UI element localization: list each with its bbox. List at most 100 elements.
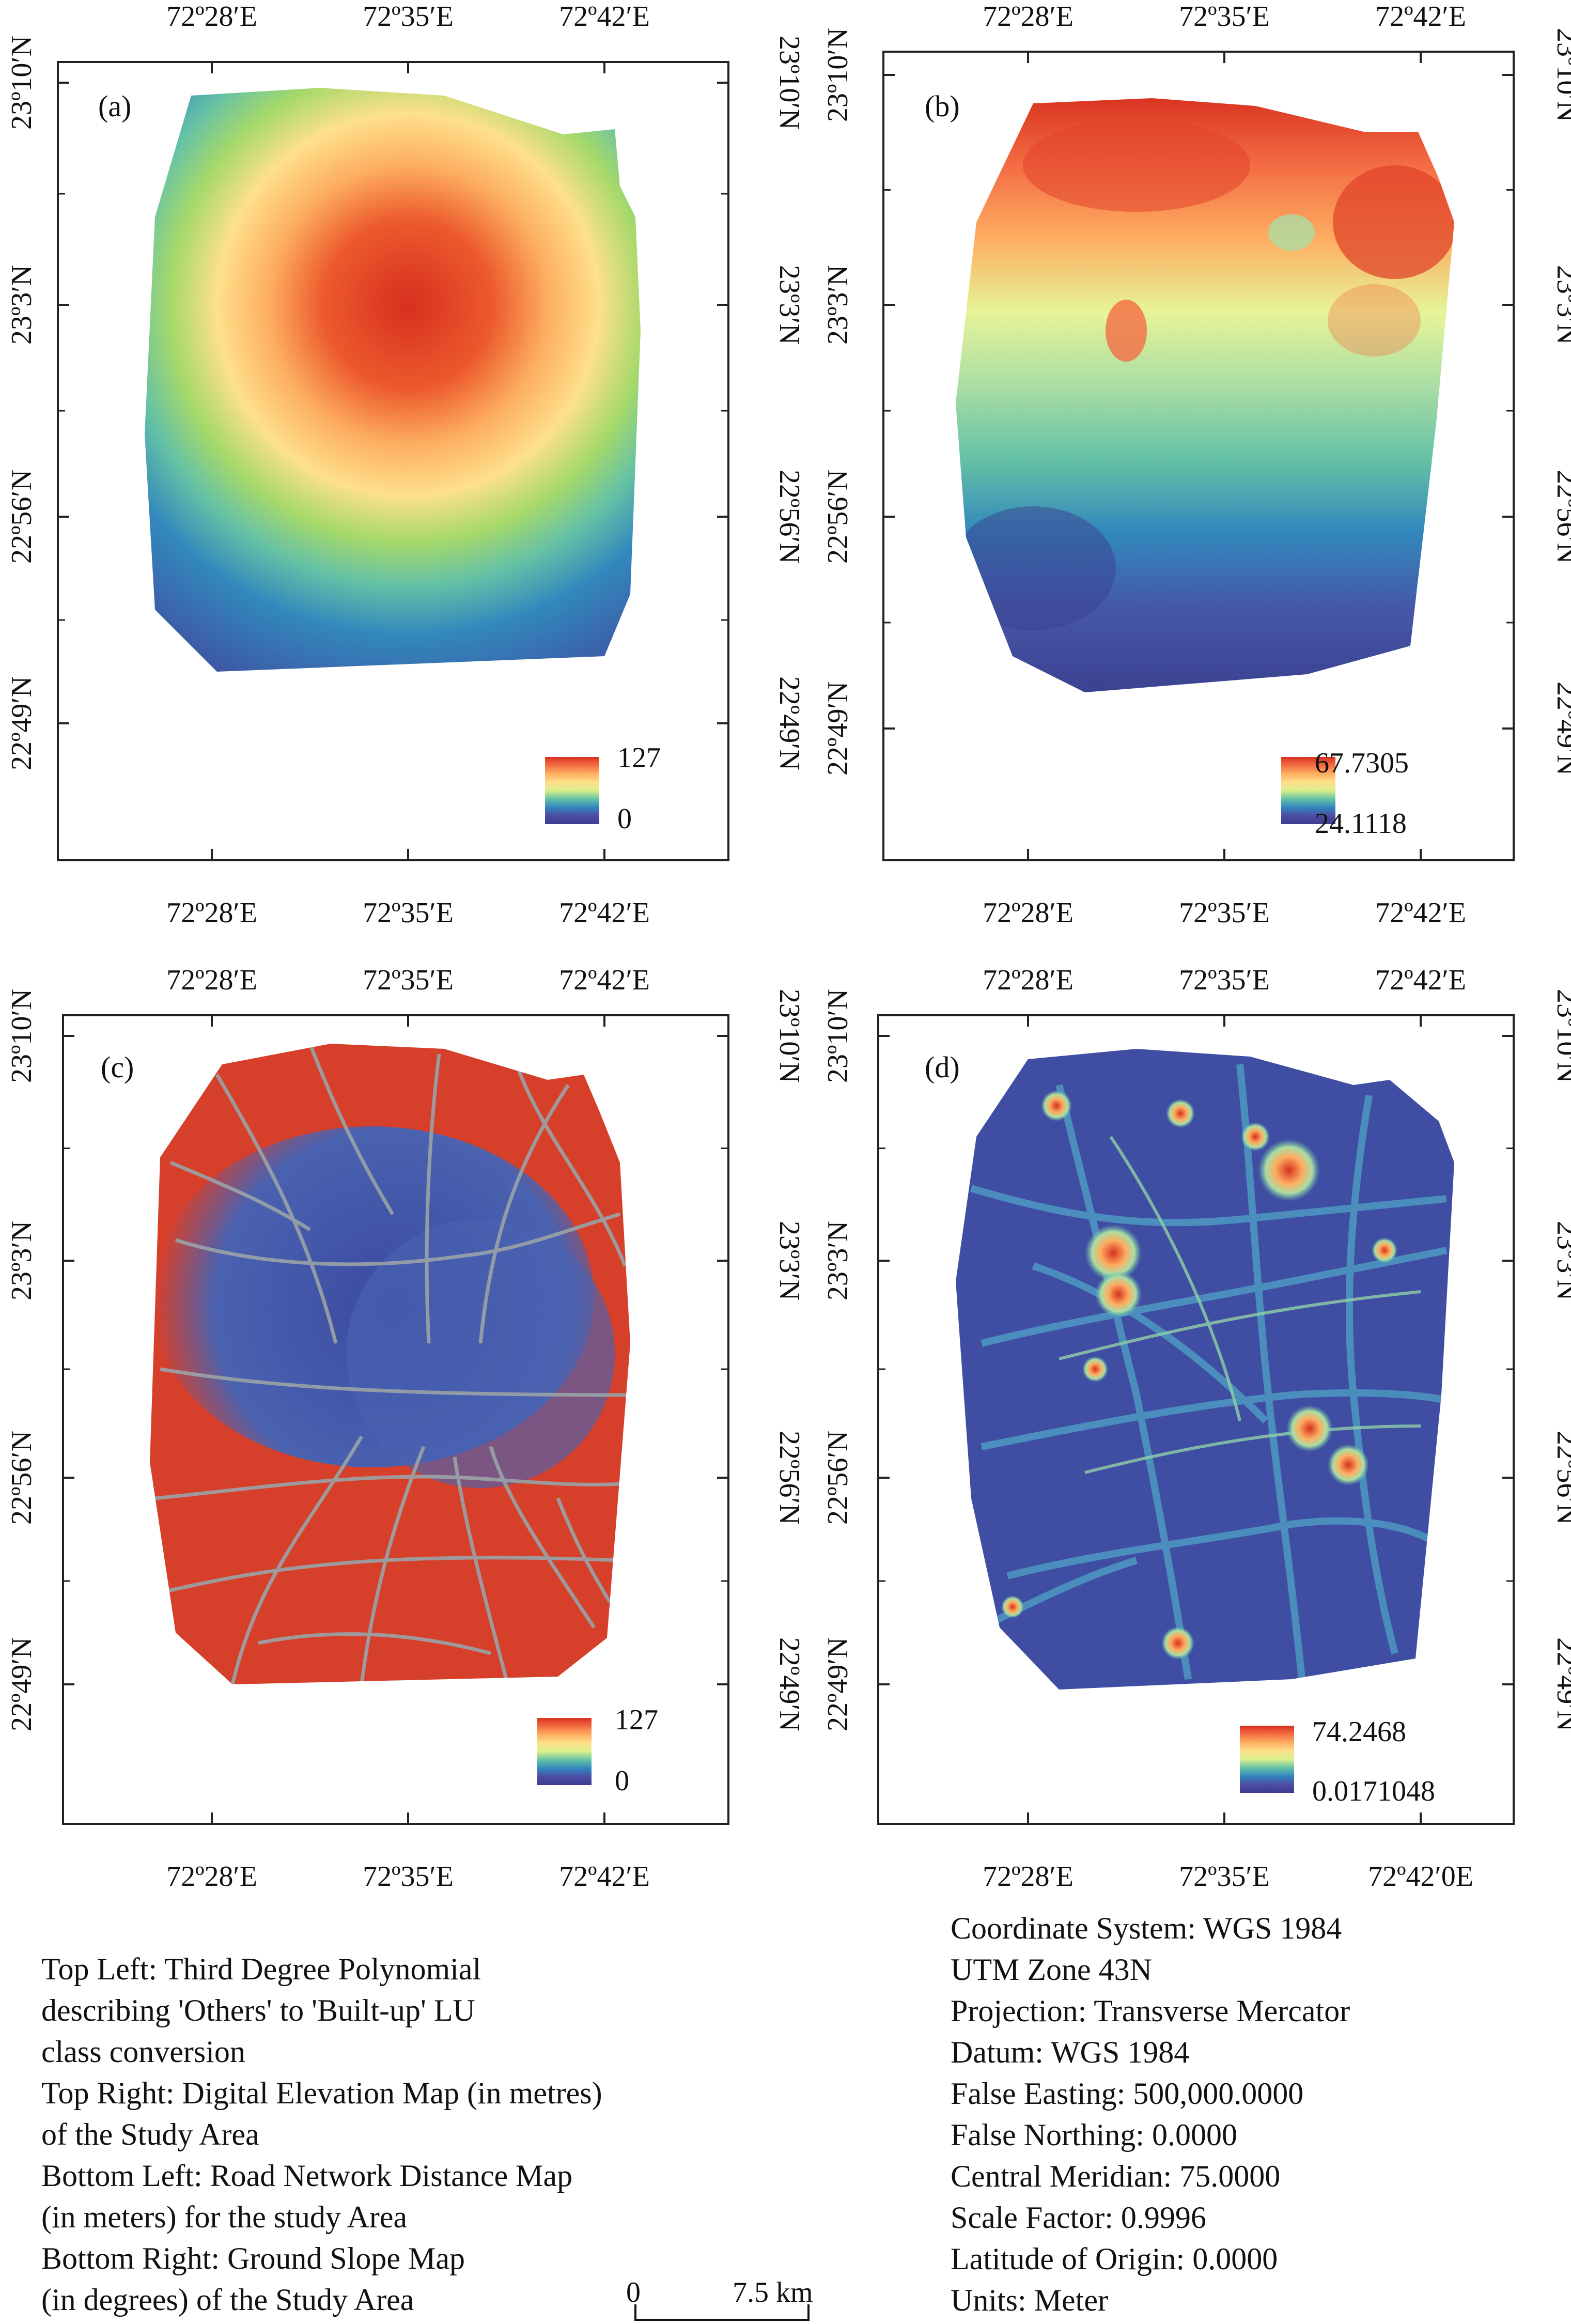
right-latitude-label: 22º49′N <box>773 676 805 770</box>
left-latitude-label: 23º10′N <box>822 989 854 1083</box>
top-longitude-label: 72º35′E <box>1179 1 1270 33</box>
left-latitude-label: 22º56′N <box>6 470 38 564</box>
panel-c: (c) 127 0 <box>62 1014 729 1825</box>
panel-b-raster <box>956 98 1454 692</box>
legend-colorbar <box>537 1718 592 1785</box>
scale-bar: 0 7.5 km <box>626 2276 813 2321</box>
legend-max: 67.7305 <box>1315 747 1409 779</box>
left-latitude-label: 22º49′N <box>6 1637 38 1731</box>
bottom-longitude-label: 72º35′E <box>1179 897 1270 929</box>
right-latitude-label: 23º3′N <box>773 1221 805 1300</box>
panel-b: (b) 67.7305 24.1118 <box>882 51 1515 861</box>
right-latitude-label: 23º10′N <box>773 989 805 1083</box>
top-longitude-label: 72º42′E <box>559 964 650 996</box>
legend-max: 74.2468 <box>1312 1716 1406 1748</box>
bottom-longitude-label: 72º28′E <box>166 897 257 929</box>
legend-colorbar <box>1281 757 1335 824</box>
legend-min: 0 <box>615 1765 629 1797</box>
left-latitude-label: 22º56′N <box>822 470 854 564</box>
top-longitude-label: 72º42′E <box>1375 1 1466 33</box>
legend-max: 127 <box>615 1704 658 1736</box>
right-latitude-label: 23º10′N <box>1551 989 1571 1083</box>
caption-line: of the Study Area <box>41 2117 259 2151</box>
caption-line: (in meters) for the study Area <box>41 2200 408 2234</box>
legend-min: 24.1118 <box>1315 808 1407 840</box>
panel-a-label: (a) <box>98 89 131 123</box>
caption-line: Scale Factor: 0.9996 <box>951 2201 1206 2235</box>
top-longitude-label: 72º28′E <box>983 1 1074 33</box>
caption-line: Top Right: Digital Elevation Map (in met… <box>41 2076 602 2110</box>
caption-line: Coordinate System: WGS 1984 <box>951 1911 1342 1945</box>
right-latitude-label: 23º10′N <box>773 36 805 130</box>
top-longitude-label: 72º28′E <box>983 964 1074 996</box>
caption-line: Datum: WGS 1984 <box>951 2035 1190 2069</box>
left-latitude-label: 23º10′N <box>6 36 38 130</box>
bottom-longitude-label: 72º28′E <box>983 897 1074 929</box>
bottom-longitude-label: 72º35′E <box>363 1861 454 1893</box>
caption-line: Central Meridian: 75.0000 <box>951 2159 1281 2193</box>
bottom-longitude-label: 72º42′E <box>559 897 650 929</box>
caption-left: Top Left: Third Degree Polynomial descri… <box>41 1948 602 2320</box>
scale-bar-end: 7.5 km <box>733 2276 813 2308</box>
slope-hotspots <box>1001 1090 1397 1660</box>
left-latitude-label: 23º3′N <box>6 265 38 345</box>
top-longitude-label: 72º35′E <box>363 964 454 996</box>
caption-line: class conversion <box>41 2035 245 2069</box>
caption-line: (in degrees) of the Study Area <box>41 2283 414 2317</box>
scale-bar-start: 0 <box>626 2276 641 2308</box>
left-latitude-label: 22º56′N <box>6 1431 38 1525</box>
caption-line: Units: Meter <box>951 2283 1108 2317</box>
legend-colorbar <box>1240 1726 1294 1793</box>
left-latitude-label: 23º10′N <box>6 989 38 1083</box>
top-longitude-label: 72º28′E <box>166 1 257 33</box>
right-latitude-label: 22º56′N <box>1551 470 1571 564</box>
right-latitude-label: 23º3′N <box>773 265 805 345</box>
legend-min: 0.0171048 <box>1312 1775 1435 1807</box>
panel-c-raster <box>150 1044 630 1684</box>
caption-line: Latitude of Origin: 0.0000 <box>951 2242 1278 2276</box>
legend-min: 0 <box>617 803 632 835</box>
coordinate-labels: 72º28′E 72º28′E 72º35′E 72º35′E 72º42′E 72º42… <box>6 1 1571 1893</box>
panel-d-legend: 74.2468 0.0171048 <box>1240 1716 1435 1807</box>
top-longitude-label: 72º42′E <box>1375 964 1466 996</box>
right-latitude-label: 22º49′N <box>1551 1637 1571 1731</box>
panel-b-label: (b) <box>925 89 960 123</box>
panel-c-label: (c) <box>101 1050 134 1084</box>
caption-line: Projection: Transverse Mercator <box>951 1994 1350 2028</box>
scale-bar-line <box>634 2304 810 2321</box>
right-latitude-label: 23º10′N <box>1551 28 1571 122</box>
caption-right: Coordinate System: WGS 1984 UTM Zone 43N… <box>951 1908 1350 2321</box>
panel-a-legend: 127 0 <box>545 742 661 835</box>
bottom-longitude-label: 72º35′E <box>1179 1861 1270 1893</box>
right-latitude-label: 23º3′N <box>1551 265 1571 345</box>
top-longitude-label: 72º35′E <box>363 1 454 33</box>
right-latitude-label: 23º3′N <box>1551 1221 1571 1300</box>
right-latitude-label: 22º49′N <box>1551 681 1571 776</box>
panel-d: (d) 74.2468 0.0171048 <box>877 1014 1515 1825</box>
right-latitude-label: 22º56′N <box>1551 1431 1571 1525</box>
panel-d-raster <box>956 1049 1454 1690</box>
top-longitude-label: 72º35′E <box>1179 964 1270 996</box>
left-latitude-label: 23º10′N <box>822 28 854 122</box>
bottom-longitude-label: 72º35′E <box>363 897 454 929</box>
left-latitude-label: 22º49′N <box>6 676 38 770</box>
caption-line: False Easting: 500,000.0000 <box>951 2077 1304 2111</box>
right-latitude-label: 22º49′N <box>773 1637 805 1731</box>
bottom-longitude-label: 72º28′E <box>983 1861 1074 1893</box>
bottom-longitude-label: 72º42′E <box>1375 897 1466 929</box>
left-latitude-label: 22º49′N <box>822 681 854 776</box>
left-latitude-label: 22º56′N <box>822 1431 854 1525</box>
legend-max: 127 <box>617 742 661 774</box>
caption-line: Top Left: Third Degree Polynomial <box>41 1952 481 1986</box>
top-longitude-label: 72º28′E <box>166 964 257 996</box>
caption-line: Bottom Left: Road Network Distance Map <box>41 2159 573 2193</box>
left-latitude-label: 22º49′N <box>822 1637 854 1731</box>
left-latitude-label: 23º3′N <box>822 265 854 345</box>
caption-line: UTM Zone 43N <box>951 1953 1152 1987</box>
panel-b-legend: 67.7305 24.1118 <box>1281 747 1409 840</box>
coordinate-ticks <box>58 52 1514 1824</box>
panel-a-raster <box>145 88 641 672</box>
caption-line: Bottom Right: Ground Slope Map <box>41 2241 465 2275</box>
bottom-longitude-label: 72º28′E <box>166 1861 257 1893</box>
